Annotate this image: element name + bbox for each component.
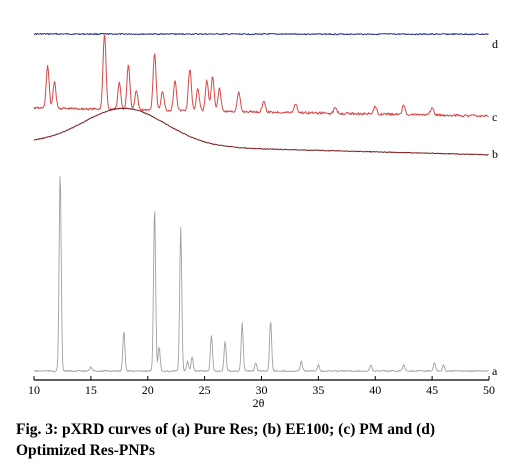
- caption-line-1: Fig. 3: pXRD curves of (a) Pure Res; (b)…: [16, 421, 436, 438]
- pxrd-chart: 10 15 20 25 30 35 40 45 50 2θ d c b a: [28, 32, 498, 410]
- series-b-label: b: [492, 147, 498, 161]
- x-tick-label: 35: [312, 383, 324, 397]
- series-a-label: a: [492, 364, 498, 378]
- caption-line-2: Optimized Res-PNPs: [16, 442, 156, 459]
- x-tick-label: 30: [256, 383, 268, 397]
- x-tick-label: 25: [199, 383, 211, 397]
- curve-labels: d c b a: [492, 37, 498, 378]
- series-a-line: [33, 176, 489, 373]
- x-tick-label: 50: [483, 383, 495, 397]
- x-tick-label: 10: [28, 383, 40, 397]
- series-d-label: d: [492, 37, 498, 51]
- x-tick-label: 40: [369, 383, 381, 397]
- x-tick-label: 45: [426, 383, 438, 397]
- series-c-line: [33, 34, 489, 118]
- x-tick-label: 20: [142, 383, 154, 397]
- x-axis-label: 2θ: [253, 396, 265, 410]
- series-c-label: c: [492, 110, 497, 124]
- figure-caption: Fig. 3: pXRD curves of (a) Pure Res; (b)…: [16, 419, 521, 461]
- series-d-line: [33, 32, 489, 36]
- x-axis-ticks: 10 15 20 25 30 35 40 45 50: [28, 376, 495, 397]
- x-tick-label: 15: [85, 383, 97, 397]
- series-b-line: [33, 107, 489, 156]
- curves-group: [33, 32, 489, 373]
